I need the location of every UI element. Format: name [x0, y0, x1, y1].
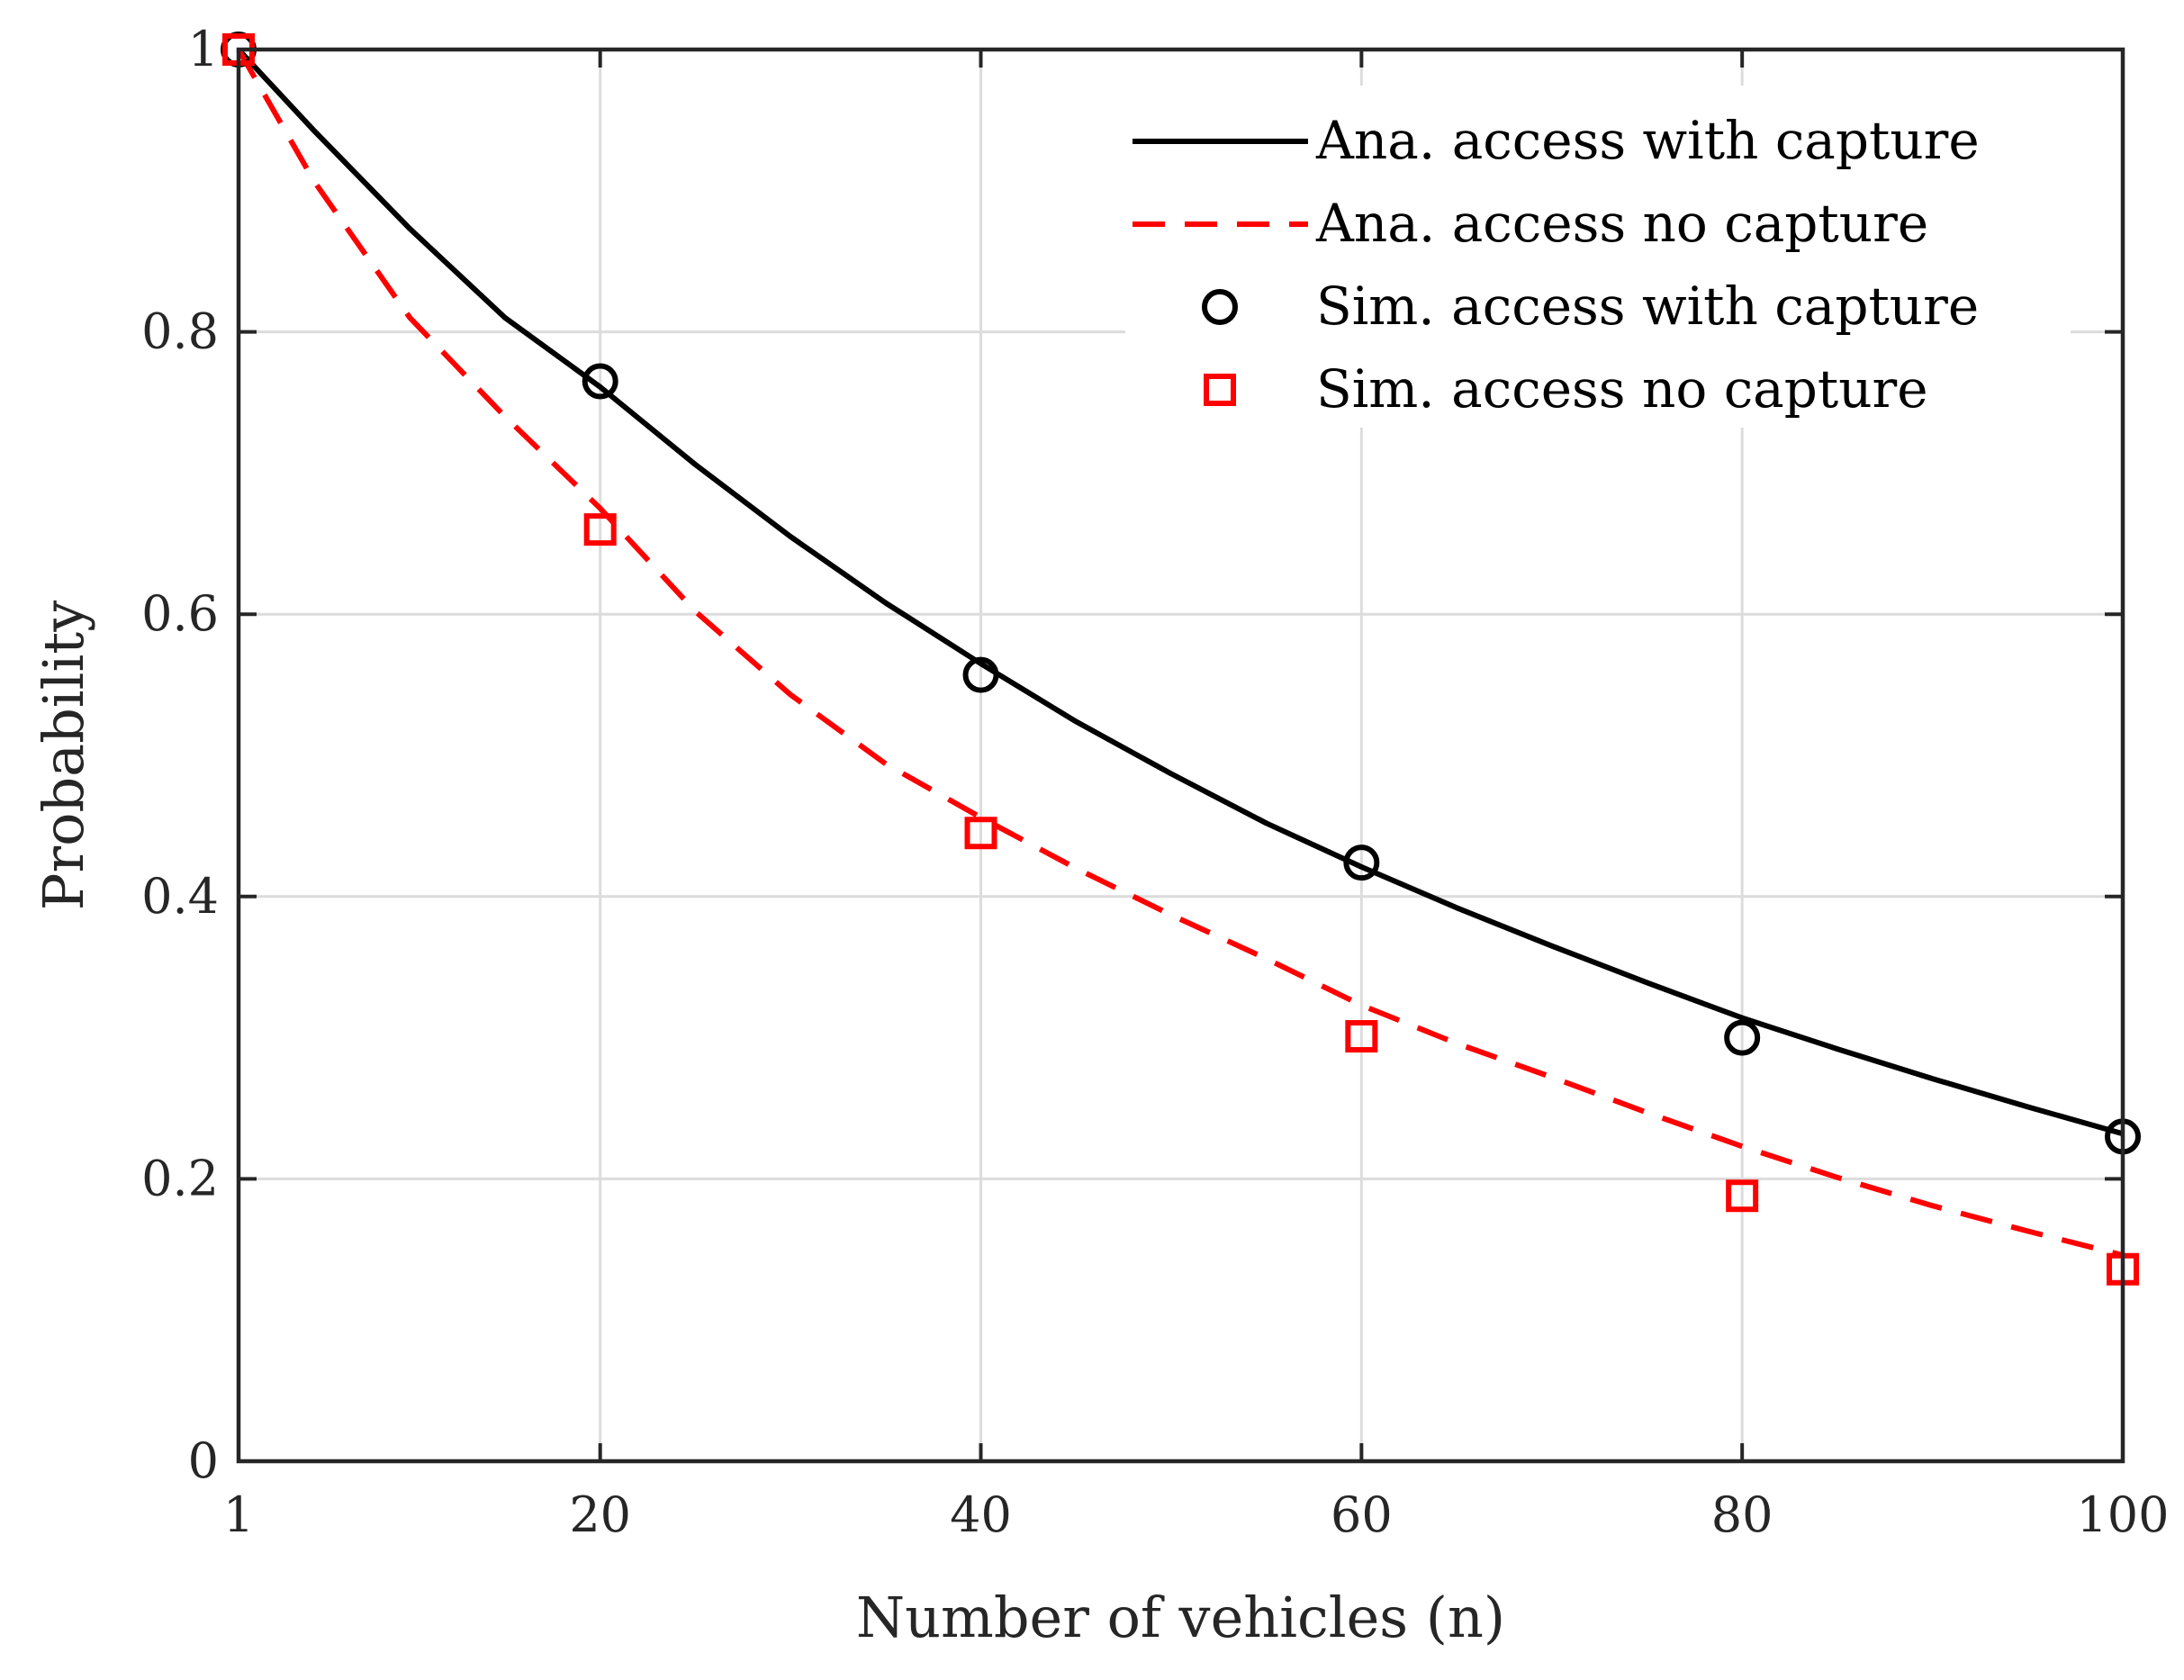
legend-swatch — [1202, 289, 1238, 325]
y-tick-label: 0 — [188, 1432, 219, 1489]
axis-ticks — [237, 48, 2125, 1463]
y-tick-label: 0.4 — [141, 868, 219, 925]
legend-swatch — [1204, 374, 1236, 406]
y-tick-labels: 0 0.2 0.4 0.6 0.8 1 — [141, 21, 219, 1489]
legend-label: Ana. access no capture — [1315, 193, 1928, 254]
data-point — [964, 817, 997, 850]
legend-entry: Ana. access with capture — [1133, 110, 1980, 171]
y-tick-label: 0.6 — [141, 585, 219, 642]
data-point — [1343, 845, 1380, 881]
x-tick-label: 80 — [1711, 1486, 1773, 1543]
x-tick-label: 60 — [1331, 1486, 1393, 1543]
legend: Ana. access with capture Ana. access no c… — [1125, 86, 2071, 428]
data-point — [1726, 1179, 1759, 1213]
series-line-ana-no-capture — [236, 48, 2124, 1259]
x-tick-label: 1 — [223, 1486, 254, 1543]
legend-label: Ana. access with capture — [1315, 110, 1980, 171]
x-tick-labels: 1 20 40 60 80 100 — [223, 1486, 2170, 1543]
data-point — [1724, 1019, 1761, 1056]
y-tick-label: 1 — [188, 21, 219, 77]
x-tick-label: 40 — [950, 1486, 1012, 1543]
legend-label: Sim. access with capture — [1316, 275, 1979, 337]
axes-box — [236, 47, 2125, 1464]
legend-entry: Sim. access no capture — [1204, 358, 1928, 420]
data-point — [582, 363, 618, 400]
data-point — [583, 513, 617, 546]
y-axis-label: Probability — [31, 601, 96, 910]
data-point — [1345, 1020, 1378, 1053]
series-line-ana-with-capture — [236, 47, 2124, 1137]
y-tick-label: 0.2 — [141, 1150, 219, 1206]
x-tick-label: 100 — [2076, 1486, 2169, 1543]
x-tick-label: 20 — [569, 1486, 631, 1543]
legend-label: Sim. access no capture — [1316, 358, 1928, 420]
legend-items: Ana. access with capture Ana. access no c… — [1133, 110, 1980, 420]
legend-entry: Ana. access no capture — [1133, 193, 1928, 254]
y-tick-label: 0.8 — [141, 303, 219, 360]
x-axis-label: Number of vehicles (n) — [856, 1585, 1505, 1650]
data-point — [962, 656, 999, 693]
legend-entry: Sim. access with capture — [1202, 275, 1979, 337]
